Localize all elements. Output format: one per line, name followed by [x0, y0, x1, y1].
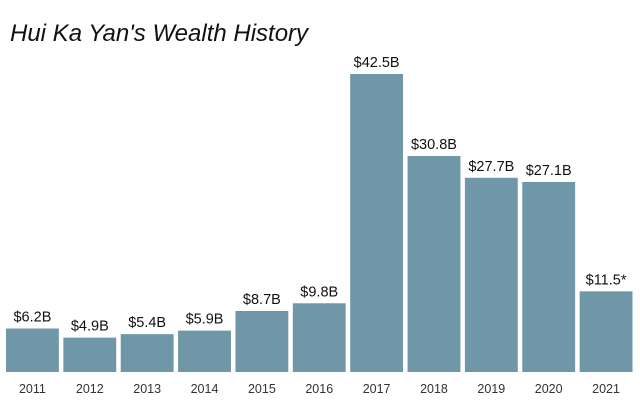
- bar-2015: [235, 311, 289, 372]
- chart-title: Hui Ka Yan's Wealth History: [10, 20, 309, 47]
- data-label-2014: $5.9B: [186, 312, 224, 328]
- data-label-2020: $27.1B: [526, 163, 572, 179]
- x-tick-label-2011: 2011: [19, 382, 46, 396]
- x-tick-label-2016: 2016: [305, 382, 333, 396]
- data-label-2015: $8.7B: [243, 292, 281, 308]
- data-label-2012: $4.9B: [71, 319, 109, 335]
- bar-2020: [522, 181, 576, 372]
- bar-2021: [579, 291, 633, 372]
- x-tick-label-2012: 2012: [76, 382, 104, 396]
- bar-2019: [464, 177, 518, 372]
- x-tick-label-2013: 2013: [133, 382, 161, 396]
- x-tick-label-2019: 2019: [477, 382, 505, 396]
- x-tick-label-2018: 2018: [420, 382, 448, 396]
- x-tick-label-2021: 2021: [592, 382, 620, 396]
- data-label-2021: $11.5*: [586, 272, 627, 288]
- bar-2016: [292, 303, 346, 372]
- bar-2018: [407, 156, 461, 372]
- data-label-2011: $6.2B: [13, 310, 51, 326]
- bar-2014: [178, 330, 231, 372]
- data-label-2017: $42.5B: [354, 55, 400, 71]
- x-tick-label-2020: 2020: [535, 382, 563, 396]
- bar-2012: [63, 337, 117, 372]
- data-label-2018: $30.8B: [411, 137, 457, 153]
- x-tick-label-2014: 2014: [191, 382, 219, 396]
- data-label-2019: $27.7B: [468, 159, 514, 175]
- bar-2013: [120, 334, 174, 372]
- bar-2017: [350, 74, 404, 372]
- x-tick-label-2015: 2015: [248, 382, 276, 396]
- x-tick-label-2017: 2017: [363, 382, 391, 396]
- data-label-2013: $5.4B: [128, 315, 166, 331]
- data-label-2016: $9.8B: [300, 284, 338, 300]
- bar-2011: [6, 328, 59, 372]
